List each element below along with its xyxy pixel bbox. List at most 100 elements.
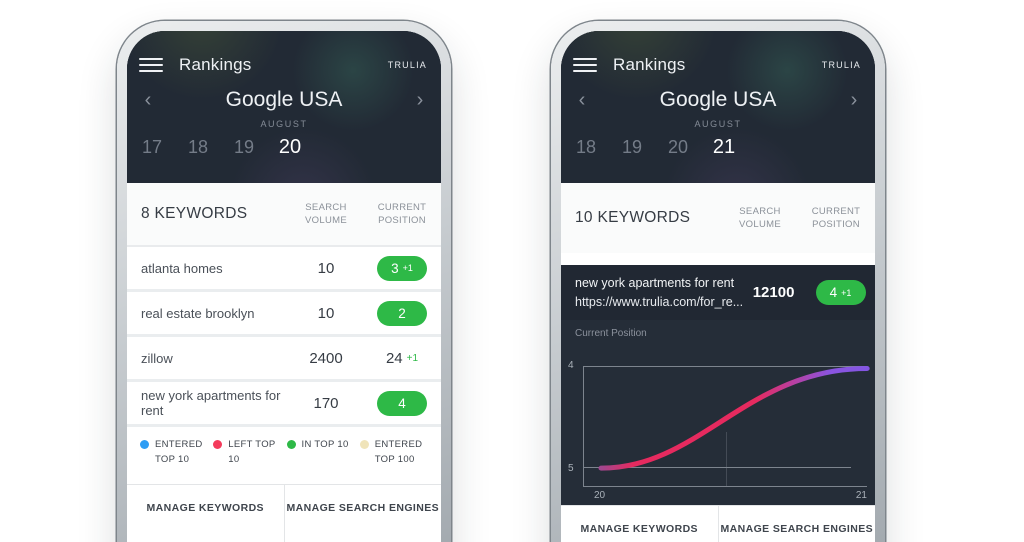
plot-area: 4 5 20 21: [568, 360, 870, 501]
manage-keywords-button[interactable]: MANAGE KEYWORDS: [146, 502, 264, 514]
phone-left-screen: Rankings TRULIA ‹ Google USA › AUGUST 17…: [127, 31, 441, 542]
position-pill: 4 +1: [815, 280, 866, 305]
menu-icon[interactable]: [139, 58, 163, 72]
month-label: AUGUST: [260, 119, 308, 129]
date-item[interactable]: 19: [621, 137, 643, 157]
keyword-label: real estate brooklyn: [141, 305, 255, 321]
column-current-position: CURRENT POSITION: [377, 201, 427, 226]
legend-item: ENTERED TOP 10: [140, 438, 213, 484]
date-strip: 18 19 20 21: [561, 129, 875, 159]
position-pill: 3 +1: [377, 255, 427, 281]
phone-right: Rankings TRULIA ‹ Google USA › AUGUST 18…: [551, 21, 885, 542]
column-search-volume: SEARCH VOLUME: [739, 205, 781, 230]
section-divider: [561, 253, 875, 265]
gridline-y5: [584, 467, 851, 468]
legend-item: LEFT TOP 10: [213, 438, 286, 484]
position-value: 3: [391, 260, 399, 276]
position-value: 24: [385, 349, 403, 367]
legend-item: IN TOP 10: [286, 438, 360, 484]
position-change: +1: [406, 352, 419, 364]
date-item[interactable]: 20: [667, 137, 689, 157]
entered-top-100-dot-icon: [359, 440, 369, 449]
app-title: Rankings: [179, 55, 252, 74]
keywords-table-header: 8 KEYWORDS SEARCH VOLUME CURRENT POSITIO…: [127, 183, 441, 247]
keyword-row[interactable]: atlanta homes 10 3 +1: [127, 247, 441, 292]
chevron-right-icon[interactable]: ›: [416, 89, 424, 111]
keyword-row[interactable]: zillow 2400 24 +1: [127, 337, 441, 382]
phone-right-screen: Rankings TRULIA ‹ Google USA › AUGUST 18…: [561, 31, 875, 542]
legend-item: ENTERED TOP 100: [359, 438, 433, 484]
search-volume-value: 2400: [309, 349, 343, 367]
keyword-row[interactable]: real estate brooklyn 10 2: [127, 292, 441, 337]
keyword-label: new york apartments for rent: [141, 388, 281, 418]
footer-actions: MANAGE KEYWORDS MANAGE SEARCH ENGINES: [561, 505, 875, 542]
keyword-label: new york apartments for rent https://www…: [575, 274, 743, 312]
search-volume-value: 170: [313, 394, 339, 412]
month-label: AUGUST: [694, 119, 742, 129]
chevron-left-icon[interactable]: ‹: [578, 89, 586, 111]
date-strip: 17 18 19 20: [127, 129, 441, 159]
position-value: 2: [398, 305, 406, 321]
search-volume-value: 10: [317, 304, 335, 322]
position-cell: 4 +1: [810, 280, 871, 305]
legend-label: ENTERED TOP 10: [155, 439, 203, 465]
position-value: 4: [829, 285, 838, 300]
position-pill: 2: [377, 300, 427, 326]
position-cell: 24 +1: [367, 350, 437, 367]
y-axis-tick-label: 5: [568, 463, 574, 474]
y-axis-tick-label: 4: [568, 360, 574, 371]
column-current-position: CURRENT POSITION: [811, 205, 861, 230]
app-bar: Rankings TRULIA: [127, 31, 441, 75]
legend: ENTERED TOP 10 LEFT TOP 10 IN TOP 10 ENT…: [127, 427, 441, 484]
search-engine-name: Google USA: [225, 88, 343, 111]
phone-left: Rankings TRULIA ‹ Google USA › AUGUST 17…: [117, 21, 451, 542]
gridline-mid-vertical: [725, 432, 727, 486]
date-item[interactable]: 19: [233, 137, 255, 157]
keywords-count: 10 KEYWORDS: [575, 209, 691, 226]
manage-keywords-button[interactable]: MANAGE KEYWORDS: [580, 523, 698, 535]
date-item-selected[interactable]: 21: [712, 136, 736, 158]
keywords-count: 8 KEYWORDS: [141, 205, 248, 222]
trend-line: [598, 366, 870, 471]
search-engine-selector: ‹ Google USA ›: [127, 75, 441, 112]
date-item[interactable]: 18: [575, 137, 597, 157]
menu-icon[interactable]: [573, 58, 597, 72]
selected-keyword-row[interactable]: new york apartments for rent https://www…: [561, 265, 875, 320]
search-engine-name: Google USA: [659, 88, 777, 111]
date-item[interactable]: 17: [141, 137, 163, 157]
date-item[interactable]: 18: [187, 137, 209, 157]
app-bar: Rankings TRULIA: [561, 31, 875, 75]
x-axis-tick-label: 20: [594, 490, 606, 501]
keywords-table-header: 10 KEYWORDS SEARCH VOLUME CURRENT POSITI…: [561, 183, 875, 253]
x-axis-tick-label: 21: [855, 490, 867, 501]
column-search-volume: SEARCH VOLUME: [305, 201, 347, 226]
date-item-selected[interactable]: 20: [278, 136, 302, 158]
legend-label: LEFT TOP 10: [228, 439, 276, 465]
app-title: Rankings: [613, 55, 686, 74]
position-change: +1: [841, 287, 852, 298]
position-pill: 4: [377, 390, 427, 416]
search-volume-value: 10: [317, 259, 335, 277]
position-change: +1: [402, 263, 413, 273]
left-top-10-dot-icon: [213, 440, 223, 449]
keyword-row[interactable]: new york apartments for rent 170 4: [127, 382, 441, 427]
manage-search-engines-button[interactable]: MANAGE SEARCH ENGINES: [717, 506, 876, 542]
brand-label: TRULIA: [387, 60, 427, 70]
app-header: Rankings TRULIA ‹ Google USA › AUGUST 18…: [561, 31, 875, 183]
position-cell: 4: [367, 390, 437, 416]
entered-top-10-dot-icon: [140, 440, 149, 449]
legend-label: ENTERED TOP 100: [374, 439, 423, 465]
chevron-right-icon[interactable]: ›: [850, 89, 858, 111]
gridline-y4: [584, 366, 867, 367]
legend-label: IN TOP 10: [301, 439, 349, 450]
manage-search-engines-button[interactable]: MANAGE SEARCH ENGINES: [283, 485, 442, 542]
keyword-url: https://www.trulia.com/for_re...: [575, 294, 744, 309]
chevron-left-icon[interactable]: ‹: [144, 89, 152, 111]
position-cell: 2: [367, 300, 437, 326]
in-top-10-dot-icon: [286, 440, 296, 449]
position-value: 4: [398, 395, 406, 411]
position-chart: Current Position 4 5 20 21: [561, 320, 875, 505]
app-header: Rankings TRULIA ‹ Google USA › AUGUST 17…: [127, 31, 441, 183]
footer-actions: MANAGE KEYWORDS MANAGE SEARCH ENGINES: [127, 484, 441, 542]
